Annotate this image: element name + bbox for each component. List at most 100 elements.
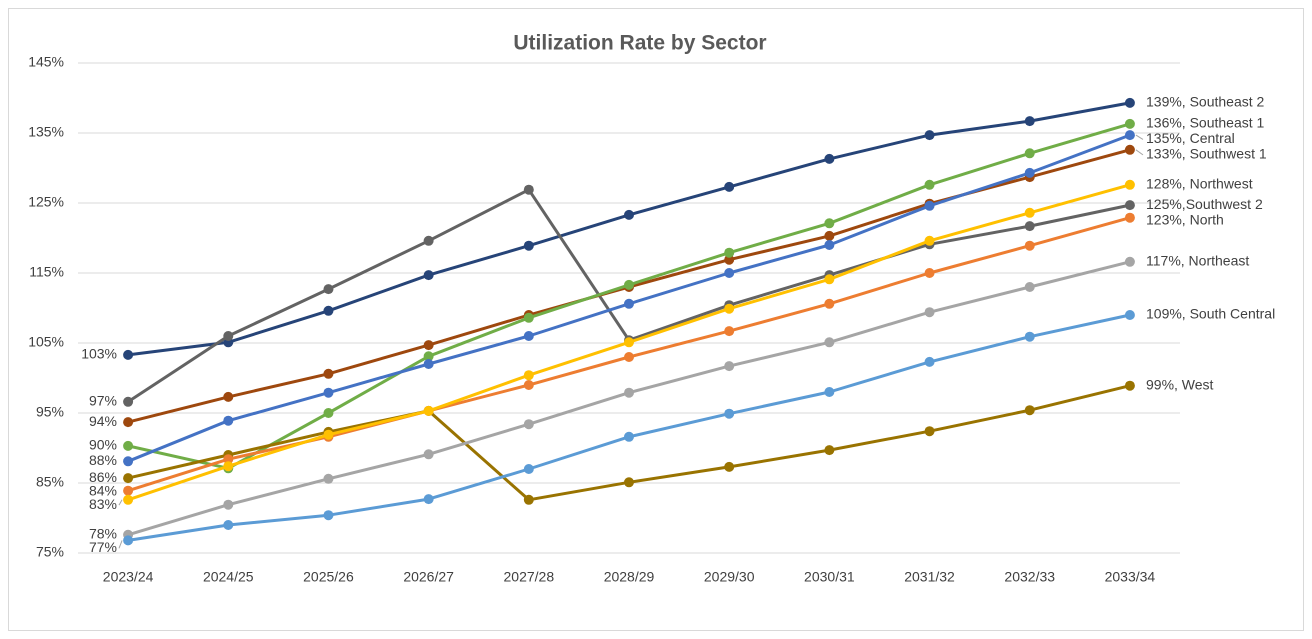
y-tick-label: 145% <box>28 54 64 70</box>
point <box>724 408 735 419</box>
point <box>724 361 735 372</box>
point <box>423 359 434 369</box>
y-tick-label: 95% <box>36 404 64 420</box>
series <box>123 97 1135 360</box>
data-label: 123%, North <box>1146 211 1224 227</box>
data-label: 103% <box>81 346 117 362</box>
point <box>1124 118 1135 129</box>
point <box>624 298 634 309</box>
point <box>624 209 634 220</box>
point <box>1024 148 1035 159</box>
point <box>523 464 534 474</box>
data-label: 86% <box>89 469 117 485</box>
point <box>423 494 434 505</box>
point <box>1024 167 1035 178</box>
point <box>423 351 434 362</box>
data-label: 84% <box>89 482 117 498</box>
point <box>523 380 534 390</box>
point <box>223 415 234 426</box>
point <box>423 235 434 246</box>
point <box>924 356 935 367</box>
point <box>1024 116 1035 127</box>
point <box>523 240 534 251</box>
point <box>223 454 234 465</box>
x-tick-label: 2026/27 <box>403 569 454 585</box>
point <box>1124 310 1135 320</box>
data-label: 139%, Southeast 2 <box>1146 94 1265 110</box>
point <box>423 270 434 281</box>
point <box>323 429 334 440</box>
point <box>323 510 334 521</box>
point <box>1024 282 1035 292</box>
point <box>724 254 735 265</box>
x-tick-label: 2024/25 <box>203 569 254 585</box>
x-tick-label: 2032/33 <box>1004 569 1055 585</box>
x-tick-label: 2027/28 <box>504 569 555 585</box>
data-label: 135%, Central <box>1146 130 1235 146</box>
leader-line <box>118 540 123 549</box>
point <box>924 268 935 278</box>
point <box>924 130 935 141</box>
x-tick-label: 2028/29 <box>604 569 655 585</box>
point <box>624 387 634 398</box>
point <box>1024 331 1035 342</box>
point <box>123 440 134 451</box>
y-tick-label: 135% <box>28 124 64 140</box>
point <box>624 477 634 488</box>
y-tick-label: 105% <box>28 334 64 350</box>
y-tick-label: 85% <box>36 474 64 490</box>
point <box>924 235 935 246</box>
point <box>724 181 735 192</box>
point <box>523 494 534 505</box>
x-tick-label: 2029/30 <box>704 569 755 585</box>
point <box>1124 130 1135 141</box>
point <box>323 408 334 418</box>
point <box>1024 240 1035 251</box>
leader-line <box>1135 134 1144 140</box>
x-tick-label: 2030/31 <box>804 569 855 585</box>
data-label: 94% <box>89 413 117 429</box>
point <box>1124 97 1135 108</box>
point <box>824 153 835 164</box>
data-label: 99%, West <box>1146 376 1214 392</box>
point <box>924 179 935 190</box>
series <box>123 310 1135 546</box>
point <box>423 405 434 416</box>
point <box>824 218 835 229</box>
point <box>523 419 534 430</box>
point <box>1024 405 1035 416</box>
point <box>323 305 334 316</box>
point <box>123 473 134 484</box>
point <box>323 387 334 398</box>
point <box>724 247 735 258</box>
point <box>1124 179 1135 190</box>
point <box>123 456 134 467</box>
series <box>123 118 1135 474</box>
point <box>123 485 134 496</box>
point <box>323 368 334 379</box>
point <box>1124 200 1135 211</box>
point <box>523 312 534 323</box>
point <box>123 396 134 407</box>
point <box>724 268 735 278</box>
x-tick-label: 2031/32 <box>904 569 955 585</box>
point <box>624 431 634 442</box>
point <box>123 494 134 505</box>
leader-line <box>1135 149 1144 156</box>
point <box>624 279 634 290</box>
point <box>523 184 534 195</box>
point <box>123 349 134 360</box>
data-label: 88% <box>89 452 117 468</box>
point <box>824 298 835 309</box>
data-label: 117%, Northeast <box>1146 253 1249 269</box>
point <box>123 417 134 428</box>
series <box>123 130 1135 467</box>
data-label: 125%,Southwest 2 <box>1146 196 1263 212</box>
data-label: 136%, Southeast 1 <box>1146 115 1265 131</box>
point <box>123 535 134 546</box>
leader-line <box>118 499 123 506</box>
data-label: 133%, Southwest 1 <box>1146 146 1267 162</box>
point <box>924 200 935 211</box>
point <box>323 284 334 295</box>
